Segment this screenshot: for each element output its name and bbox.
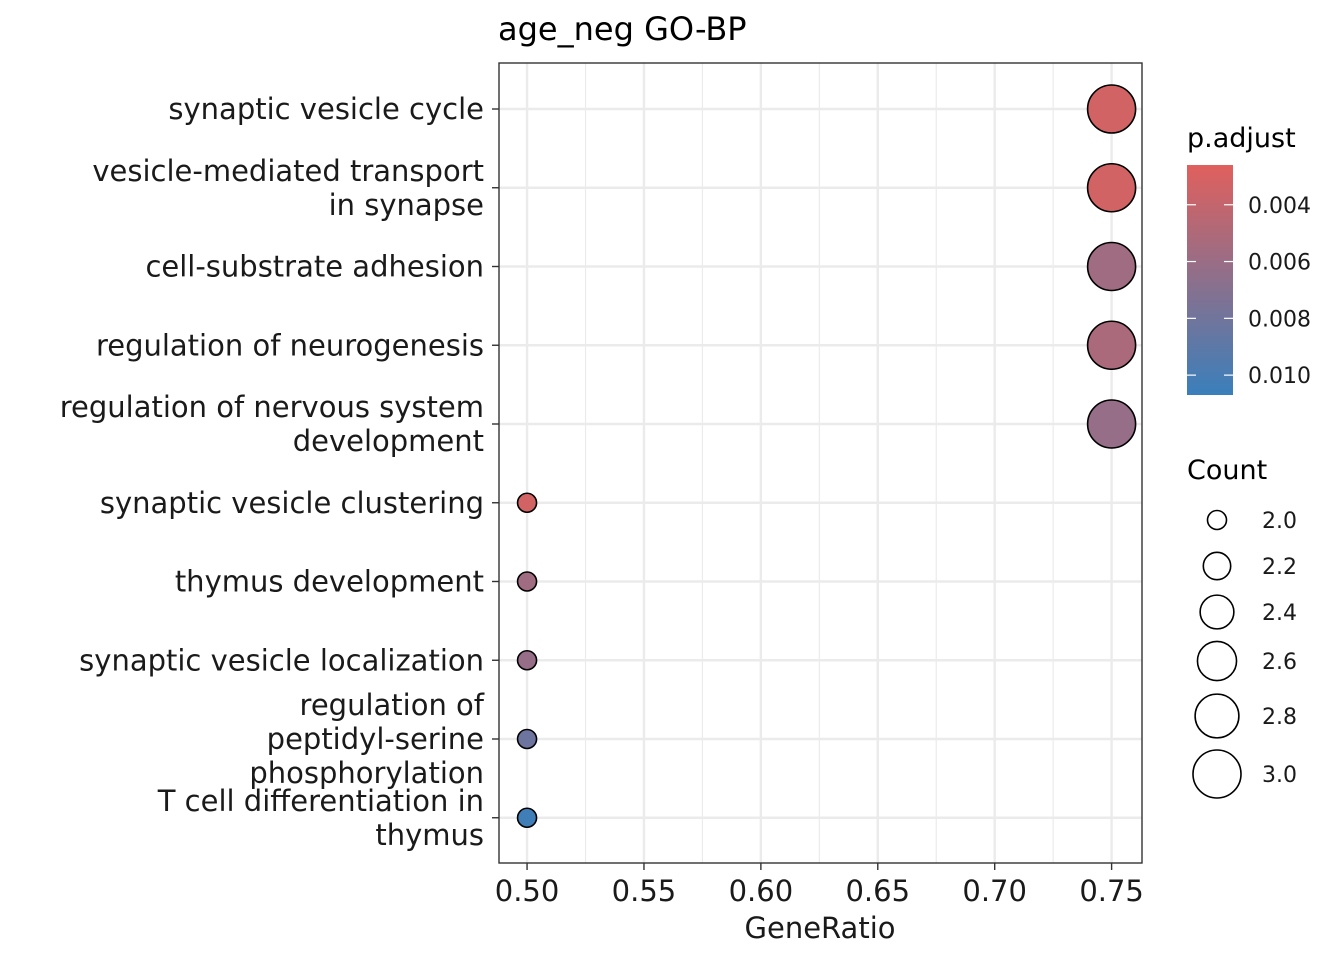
colorbar-tick-label: 0.004 xyxy=(1248,194,1311,219)
count-legend-label: 2.6 xyxy=(1262,650,1297,675)
y-tick-label: regulation of neurogenesis xyxy=(96,328,484,362)
data-points xyxy=(516,84,1137,829)
y-tick-label: regulation of nervous system development xyxy=(60,390,484,458)
y-tick-label: cell-substrate adhesion xyxy=(145,250,484,284)
count-legend-title: Count xyxy=(1187,455,1267,486)
x-tick-label: 0.70 xyxy=(962,874,1027,908)
y-tick-label: thymus development xyxy=(175,565,484,599)
y-tick-label: vesicle-mediated transport in synapse xyxy=(92,154,484,222)
count-legend-circle xyxy=(1202,551,1232,581)
count-legend-label: 3.0 xyxy=(1262,763,1297,788)
p-adjust-legend-title: p.adjust xyxy=(1187,123,1296,154)
count-legend-circle xyxy=(1192,749,1242,799)
data-point xyxy=(1086,162,1137,213)
x-tick-label: 0.75 xyxy=(1079,874,1144,908)
y-axis: synaptic vesicle cycle vesicle-mediated t… xyxy=(60,92,499,852)
data-point xyxy=(516,728,538,750)
count-legend-circle xyxy=(1206,509,1228,531)
data-point xyxy=(1086,399,1137,449)
p-adjust-colorbar xyxy=(1187,165,1233,395)
count-legend-label: 2.0 xyxy=(1262,509,1297,534)
data-point xyxy=(516,492,538,514)
data-point xyxy=(1086,84,1137,134)
count-legend-label: 2.2 xyxy=(1262,555,1297,580)
x-tick-label: 0.50 xyxy=(495,874,560,908)
x-axis: 0.50 0.55 0.60 0.65 0.70 0.75 xyxy=(495,863,1144,908)
data-point xyxy=(516,649,538,671)
count-legend-circle xyxy=(1194,693,1240,739)
colorbar-tick-label: 0.008 xyxy=(1248,307,1311,332)
chart-title: age_neg GO-BP xyxy=(498,10,747,48)
y-tick-label: synaptic vesicle clustering xyxy=(100,486,484,520)
colorbar-tick-label: 0.010 xyxy=(1248,364,1311,389)
y-tick-label: T cell differentiation in thymus xyxy=(157,784,484,852)
x-axis-title: GeneRatio xyxy=(745,911,896,945)
x-tick-label: 0.65 xyxy=(845,874,910,908)
count-legend-circle xyxy=(1196,640,1238,682)
count-legend-label: 2.8 xyxy=(1262,705,1297,730)
data-point xyxy=(516,807,538,829)
panel-background xyxy=(499,63,1142,863)
data-point xyxy=(1086,241,1137,292)
p-adjust-colorbar-ticks: 0.004 0.006 0.008 0.010 xyxy=(1187,194,1311,389)
colorbar-tick-label: 0.006 xyxy=(1248,251,1311,276)
x-tick-label: 0.55 xyxy=(612,874,677,908)
y-tick-label: synaptic vesicle localization xyxy=(79,643,484,677)
x-tick-label: 0.60 xyxy=(729,874,794,908)
data-point xyxy=(516,571,538,592)
plot-panel xyxy=(498,62,1143,864)
p-adjust-legend: p.adjust 0.004 0.006 0.008 0.010 xyxy=(1187,123,1311,395)
count-legend: Count 2.0 2.2 2.4 2.6 2.8 3.0 xyxy=(1187,455,1297,799)
count-legend-keys: 2.0 2.2 2.4 2.6 2.8 3.0 xyxy=(1192,509,1297,799)
count-legend-circle xyxy=(1199,594,1235,630)
data-point xyxy=(1086,320,1137,371)
y-tick-label: regulation of peptidyl-serine phosphorylat… xyxy=(249,688,484,790)
panel-border xyxy=(498,62,1143,864)
y-tick-label: synaptic vesicle cycle xyxy=(168,92,484,126)
count-legend-label: 2.4 xyxy=(1262,601,1297,626)
